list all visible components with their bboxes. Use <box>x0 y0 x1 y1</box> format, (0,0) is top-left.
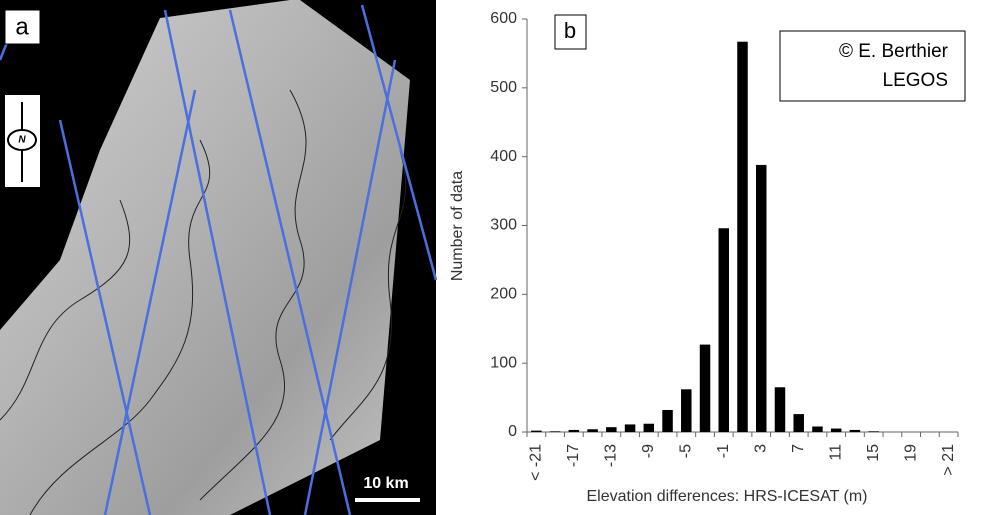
y-tick-label: 600 <box>490 10 517 27</box>
bar <box>793 414 804 432</box>
bar <box>662 409 673 432</box>
bar <box>755 164 767 432</box>
scale-label: 10 km <box>363 475 408 492</box>
bar <box>681 389 692 432</box>
y-tick-label: 0 <box>508 423 517 440</box>
y-tick-label: 100 <box>490 354 517 371</box>
x-tick-label: 15 <box>865 444 882 462</box>
annotation: LEGOS <box>883 70 948 91</box>
bar <box>849 429 861 432</box>
x-tick-label: 3 <box>752 444 769 453</box>
contour-lines <box>0 89 407 515</box>
bar <box>699 344 711 432</box>
panel-label: a <box>15 13 29 40</box>
bar <box>868 431 879 432</box>
bar <box>568 429 580 432</box>
x-tick-label: -1 <box>715 444 732 458</box>
bar <box>549 431 561 432</box>
compass-north: N <box>18 135 26 146</box>
bar <box>774 387 786 432</box>
x-tick-label: -13 <box>603 444 620 467</box>
compass-rose <box>7 129 37 151</box>
x-tick-label: > 21 <box>940 444 957 476</box>
y-tick-label: 500 <box>490 79 517 96</box>
x-tick-label: -17 <box>565 444 582 467</box>
bar <box>737 41 748 433</box>
y-tick-label: 400 <box>490 148 517 165</box>
x-tick-label: -9 <box>640 444 657 458</box>
y-tick-label: 300 <box>490 217 517 234</box>
annotation-box <box>779 30 966 102</box>
x-tick-label: 7 <box>790 444 807 453</box>
panel-label: b <box>564 18 576 43</box>
bar <box>606 427 617 432</box>
annotation: © E. Berthier <box>839 41 949 62</box>
y-tick-label: 200 <box>490 286 517 303</box>
bar <box>587 429 598 432</box>
panel-label-box <box>4 9 41 45</box>
histogram: b © E. Berthier LEGOS Elevation differen… <box>449 10 966 505</box>
satellite-image <box>0 0 410 515</box>
x-tick-label: 11 <box>827 444 844 461</box>
bar <box>531 430 542 432</box>
x-tick-label: -5 <box>678 444 695 458</box>
y-axis-title: Number of data <box>449 171 466 281</box>
image-panel: a N 10 km <box>0 0 438 515</box>
bar <box>812 426 823 432</box>
x-tick-label: 19 <box>902 444 919 462</box>
x-axis-title: Elevation differences: HRS-ICESAT (m) <box>587 488 868 505</box>
bar <box>624 424 636 432</box>
bar <box>643 423 655 432</box>
panel-label-box <box>554 14 587 50</box>
x-tick-label: < -21 <box>528 444 545 481</box>
bar <box>718 228 730 432</box>
bar <box>830 428 842 432</box>
